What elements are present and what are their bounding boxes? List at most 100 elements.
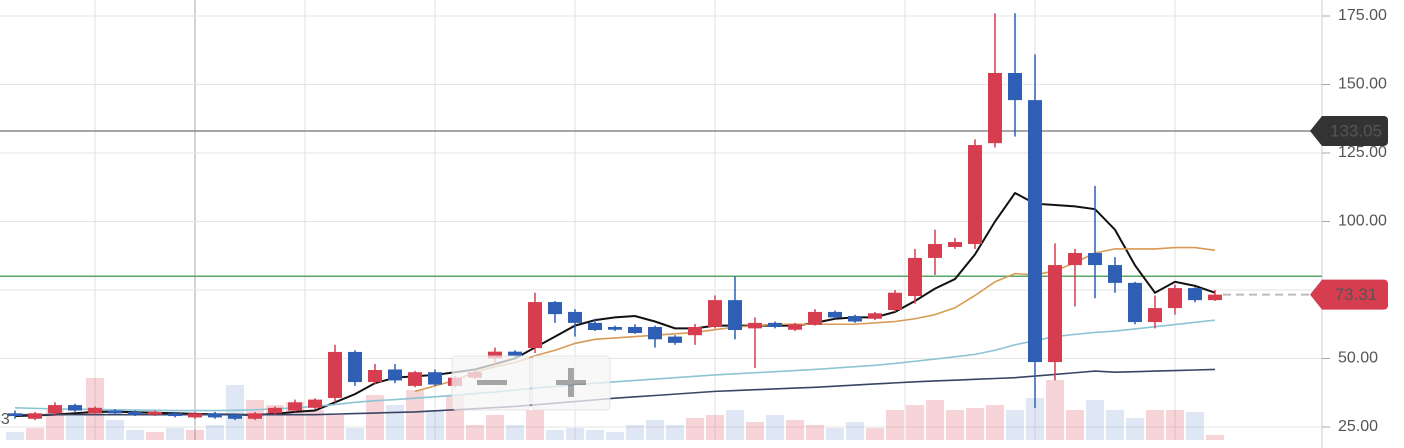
plus-icon xyxy=(568,368,574,397)
candle-body xyxy=(788,324,802,330)
candle-body xyxy=(908,257,922,297)
volume-bar xyxy=(966,408,984,440)
volume-bar xyxy=(646,420,664,440)
y-tick-label: 50.00 xyxy=(1338,350,1378,367)
candle-body xyxy=(308,399,322,408)
candle-body xyxy=(588,322,602,331)
volume-bar xyxy=(1186,412,1204,440)
candle-body xyxy=(368,370,382,383)
volume-bar xyxy=(106,420,124,440)
candle-body xyxy=(288,402,302,411)
candle-body xyxy=(608,326,622,330)
left-label: 33 xyxy=(0,411,10,428)
volume-bar xyxy=(926,400,944,440)
candle-body xyxy=(1068,253,1082,266)
volume-bar xyxy=(406,390,424,440)
candle-body xyxy=(1008,72,1022,101)
candle-body xyxy=(1108,265,1122,283)
price-tag xyxy=(1310,279,1388,310)
volume-bar xyxy=(1206,435,1224,440)
candle-body xyxy=(968,145,982,244)
volume-bar xyxy=(1146,410,1164,440)
candle-body xyxy=(748,322,762,329)
volume-bar xyxy=(466,425,484,440)
volume-bar xyxy=(866,428,884,440)
candle-body xyxy=(928,243,942,258)
candle-body xyxy=(168,413,182,417)
volume-bar xyxy=(606,432,624,440)
candle-body xyxy=(408,372,422,386)
candle-body xyxy=(548,302,562,315)
volume-bar xyxy=(326,415,344,440)
moving-average-line xyxy=(14,319,1216,412)
volume-bar xyxy=(746,422,764,440)
candle-body xyxy=(1208,294,1222,301)
volume-bar xyxy=(386,405,404,440)
candle-body xyxy=(848,316,862,322)
candle-body xyxy=(988,72,1002,144)
volume-bar xyxy=(506,425,524,440)
volume-bar xyxy=(726,410,744,440)
volume-bar xyxy=(546,430,564,440)
volume-bar xyxy=(166,428,184,440)
volume-bar xyxy=(126,430,144,440)
candle-body xyxy=(488,351,502,359)
price-tag-label: 73.31 xyxy=(1335,285,1378,304)
volume-bar xyxy=(206,425,224,440)
candle-body xyxy=(688,326,702,336)
candle-body xyxy=(1188,288,1202,301)
volume-bar xyxy=(426,410,444,440)
volume-bar xyxy=(846,422,864,440)
volume-bar xyxy=(626,425,644,440)
volume-bar xyxy=(146,432,164,440)
candle-body xyxy=(1028,100,1042,363)
candle-body xyxy=(568,311,582,323)
candle-body xyxy=(248,413,262,419)
zoom-controls xyxy=(451,355,611,411)
volume-bar xyxy=(306,410,324,440)
volume-bar xyxy=(346,428,364,440)
candle-body xyxy=(828,311,842,318)
volume-bar xyxy=(686,418,704,440)
volume-bar xyxy=(886,410,904,440)
volume-bar xyxy=(486,415,504,440)
candle-body xyxy=(1048,265,1062,363)
candle-body xyxy=(328,351,342,398)
volume-bar xyxy=(1006,410,1024,440)
price-tag xyxy=(1310,115,1388,146)
volume-bar xyxy=(946,410,964,440)
volume-bar xyxy=(806,425,824,440)
candle-body xyxy=(508,351,522,356)
candle-body xyxy=(268,407,282,414)
candle-body xyxy=(808,311,822,325)
volume-bar xyxy=(66,416,84,440)
plot xyxy=(0,13,1330,440)
candle-body xyxy=(28,413,42,419)
volume-bar xyxy=(26,428,44,440)
candle-body xyxy=(1168,288,1182,309)
candle-body xyxy=(728,300,742,331)
candle-body xyxy=(868,313,882,319)
candle-body xyxy=(1088,253,1102,266)
candle-body xyxy=(528,302,542,349)
candle-body xyxy=(8,413,22,417)
candle-body xyxy=(48,405,62,414)
candle-body xyxy=(348,351,362,383)
volume-bar xyxy=(1086,400,1104,440)
candle-body xyxy=(228,414,242,419)
volume-bar xyxy=(766,415,784,440)
candle-body xyxy=(108,410,122,414)
volume-bar xyxy=(986,405,1004,440)
candle-body xyxy=(208,413,222,418)
candle-body xyxy=(68,405,82,411)
volume-bar xyxy=(1126,418,1144,440)
volume-bar xyxy=(226,385,244,440)
volume-bar xyxy=(1026,398,1044,440)
volume-bar xyxy=(46,410,64,440)
y-tick-label: 100.00 xyxy=(1338,213,1387,230)
candle-body xyxy=(428,372,442,385)
candle-body xyxy=(648,326,662,340)
candle-body xyxy=(88,407,102,414)
volume-bar xyxy=(1046,380,1064,440)
